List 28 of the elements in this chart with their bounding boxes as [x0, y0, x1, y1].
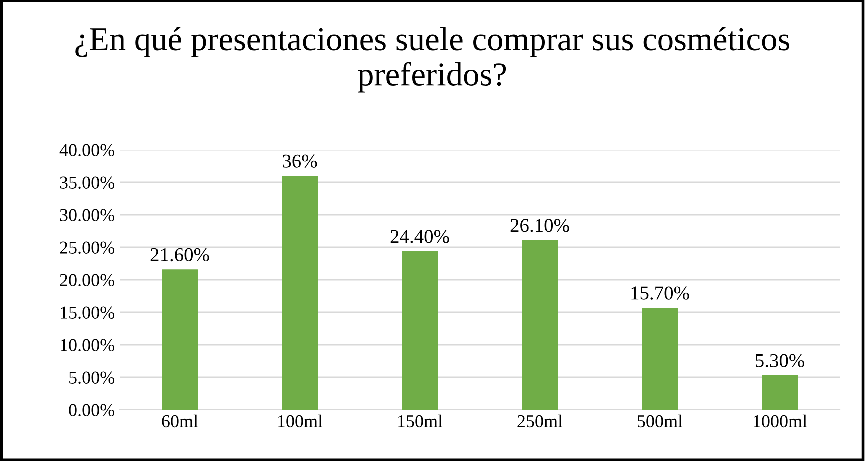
y-tick-label: 10.00% [61, 339, 115, 352]
x-tick-label: 150ml [398, 414, 443, 428]
y-tick-label: 25.00% [60, 242, 115, 254]
bar [162, 270, 198, 410]
y-tick-label: 35.00% [60, 176, 115, 190]
bar [762, 376, 798, 410]
chart-title: ¿En qué presentaciones suele comprar sus cosméticos preferidos? [76, 27, 790, 93]
data-label: 21.60% [150, 248, 210, 262]
y-tick-label: 20.00% [60, 274, 115, 287]
data-label: 5.30% [756, 354, 804, 368]
x-tick-label: 250ml [518, 414, 563, 428]
data-label: 24.40% [390, 230, 450, 244]
x-tick-label: 1000ml [754, 414, 808, 428]
x-tick-label: 500ml [638, 414, 683, 428]
bar [642, 308, 678, 410]
y-tick-label: 5.00% [70, 372, 115, 384]
data-label: 26.10% [510, 219, 570, 232]
x-tick-label: 100ml [278, 414, 323, 428]
y-tick-label: 30.00% [60, 209, 115, 222]
bar [522, 240, 558, 410]
y-tick-label: 0.00% [69, 404, 115, 417]
bar [282, 176, 318, 410]
data-label: 36% [283, 154, 318, 168]
x-tick-label: 60ml [162, 414, 198, 428]
bar [402, 251, 438, 410]
y-tick-label: 40.00% [60, 144, 115, 157]
data-label: 15.70% [632, 286, 690, 300]
y-tick-label: 15.00% [61, 306, 115, 320]
